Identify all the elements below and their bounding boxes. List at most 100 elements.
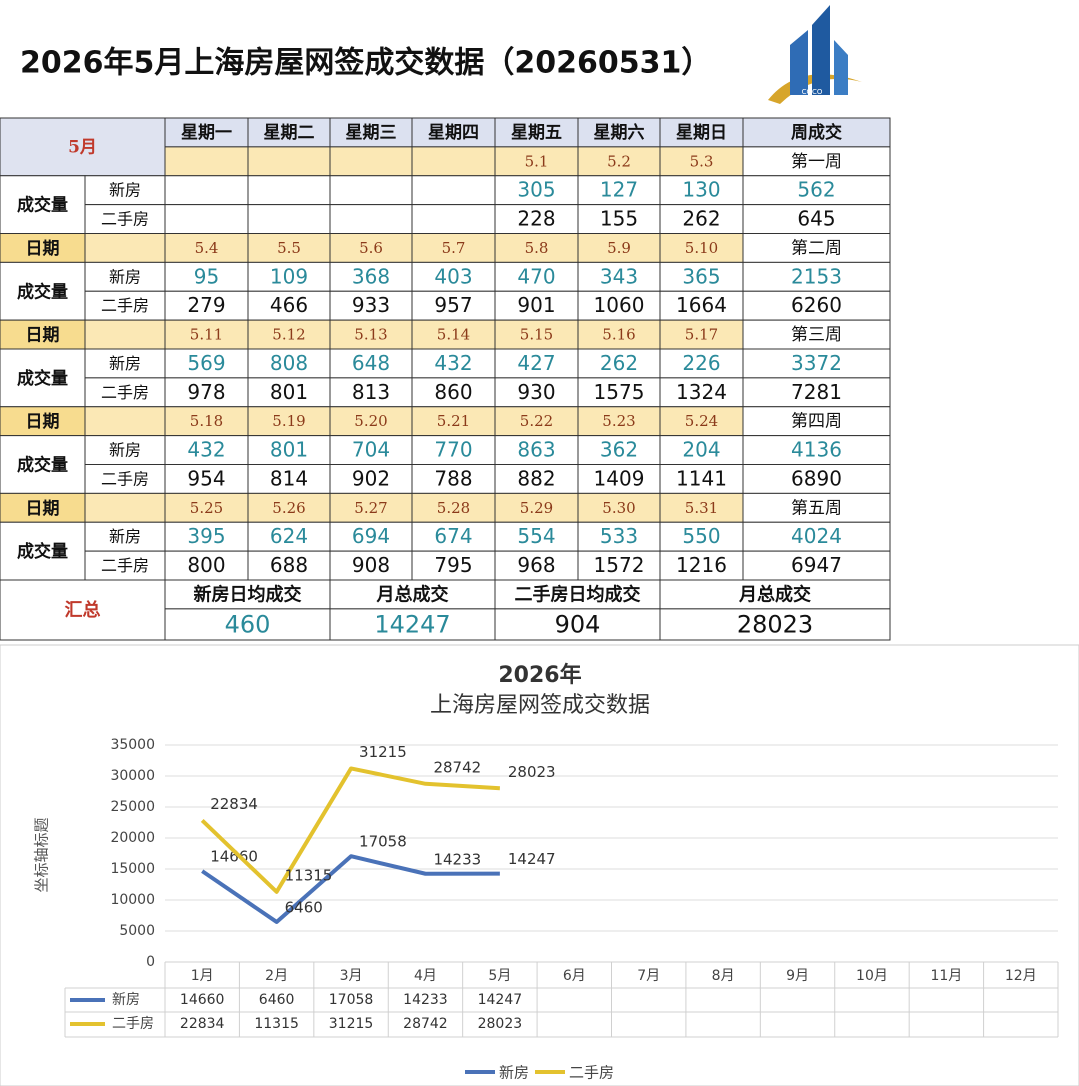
week-total: 6260 — [791, 293, 842, 317]
table-cell — [84, 290, 166, 321]
table-cell — [329, 175, 413, 206]
table-cell — [164, 377, 249, 408]
table-cell — [164, 550, 249, 581]
type-label: 二手房 — [101, 296, 149, 315]
table-cell — [164, 348, 249, 379]
table-value: 14660 — [180, 992, 225, 1008]
table-cell — [247, 146, 331, 177]
date: 5.16 — [602, 326, 635, 344]
table-cell — [742, 521, 891, 552]
date: 5.6 — [359, 239, 383, 257]
y-tick-label: 35000 — [110, 737, 155, 753]
date: 5.15 — [520, 326, 553, 344]
table-cell — [84, 464, 166, 494]
type-label: 二手房 — [101, 383, 149, 402]
week-label: 第五周 — [791, 498, 842, 518]
x-tick-label: 8月 — [712, 968, 735, 984]
daily-volume: 130 — [682, 178, 720, 202]
table-cell — [411, 233, 496, 263]
legend-label: 新房 — [499, 1064, 529, 1082]
date: 5.18 — [190, 412, 223, 430]
volume-label: 成交量 — [17, 281, 68, 302]
table-cell — [0, 521, 86, 581]
table-cell — [164, 319, 249, 350]
date: 5.25 — [190, 499, 223, 517]
table-cell — [411, 550, 496, 581]
table-cell — [659, 464, 744, 494]
type-label: 新房 — [109, 267, 141, 286]
x-tick-label: 11月 — [930, 968, 962, 984]
table-cell — [742, 175, 891, 206]
data-label: 14233 — [433, 850, 481, 868]
table-value: 11315 — [254, 1016, 299, 1032]
volume-label: 成交量 — [17, 455, 68, 476]
daily-volume: 95 — [194, 264, 219, 288]
daily-volume: 226 — [682, 351, 720, 375]
table-cell — [659, 146, 744, 177]
table-cell — [164, 146, 249, 177]
y-tick-label: 25000 — [110, 799, 155, 815]
daily-volume: 795 — [434, 553, 472, 577]
table-cell — [329, 348, 413, 379]
x-tick-label: 9月 — [786, 968, 809, 984]
table-cell — [0, 435, 86, 494]
chart-subtitle: 上海房屋网签成交数据 — [430, 693, 650, 718]
table-cell — [247, 377, 331, 408]
week-total: 562 — [797, 178, 835, 202]
daily-volume: 908 — [352, 553, 390, 577]
table-cell — [742, 117, 891, 148]
week-total: 3372 — [791, 351, 842, 375]
table-cell — [659, 492, 744, 523]
daily-volume: 432 — [187, 438, 225, 462]
x-tick-label: 4月 — [414, 968, 437, 984]
date: 5.27 — [354, 499, 387, 517]
date: 5.17 — [685, 326, 718, 344]
table-cell — [494, 261, 579, 292]
table-cell — [164, 204, 249, 234]
table-cell — [84, 319, 166, 350]
table-cell — [494, 521, 579, 552]
table-cell — [411, 521, 496, 552]
table-value: 31215 — [329, 1016, 374, 1032]
week-total: 6947 — [791, 553, 842, 577]
x-tick-label: 1月 — [191, 968, 214, 984]
table-value: 17058 — [329, 992, 374, 1008]
date: 5.26 — [272, 499, 305, 517]
table-cell — [577, 492, 661, 523]
column-header: 星期日 — [676, 123, 727, 143]
date: 5.12 — [272, 326, 305, 344]
daily-volume: 957 — [434, 293, 472, 317]
table-cell — [577, 319, 661, 350]
table-cell — [329, 204, 413, 234]
table-cell — [659, 261, 744, 292]
type-label: 新房 — [109, 527, 141, 546]
data-label: 28023 — [508, 763, 556, 781]
daily-volume: 432 — [434, 351, 472, 375]
date: 5.2 — [607, 152, 631, 170]
daily-volume: 204 — [682, 438, 720, 462]
daily-volume: 813 — [352, 380, 390, 404]
type-label: 新房 — [109, 441, 141, 460]
table-cell — [577, 377, 661, 408]
table-cell — [84, 406, 166, 437]
date: 5.23 — [602, 412, 635, 430]
x-tick-label: 5月 — [488, 968, 511, 984]
table-cell — [247, 175, 331, 206]
column-header: 星期一 — [181, 123, 232, 143]
table-cell — [411, 290, 496, 321]
daily-volume: 362 — [600, 438, 638, 462]
daily-volume: 808 — [270, 351, 308, 375]
summary-header: 新房日均成交 — [194, 583, 302, 605]
table-cell — [494, 348, 579, 379]
table-cell — [0, 319, 86, 350]
table-cell — [411, 348, 496, 379]
date-label: 日期 — [26, 326, 60, 346]
date: 5.4 — [195, 239, 219, 257]
table-cell — [577, 290, 661, 321]
table-cell — [247, 492, 331, 523]
table-cell — [742, 348, 891, 379]
column-header: 周成交 — [791, 122, 842, 143]
table-cell — [494, 608, 661, 641]
date: 5.10 — [685, 239, 718, 257]
week-total: 4136 — [791, 438, 842, 462]
